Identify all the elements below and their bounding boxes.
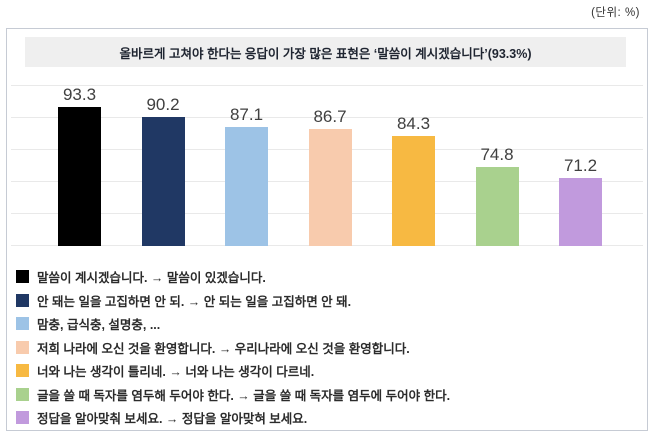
chart-title-bar: 올바르게 고쳐야 한다는 응답이 가장 많은 표현은 ‘말씀이 계시겠습니다’(… xyxy=(25,37,626,67)
legend-label: 말씀이 계시겠습니다. → 말씀이 있겠습니다. xyxy=(37,271,266,286)
legend-swatch xyxy=(16,340,29,354)
bar-chart-plot: 93.3 90.2 87.1 86.7 84.3 74.8 71.2 xyxy=(11,85,643,246)
legend-label: 글을 쓸 때 독자를 염두해 두어야 한다. → 글을 쓸 때 독자를 염두에 … xyxy=(37,388,451,403)
chart-legend: 말씀이 계시겠습니다. → 말씀이 있겠습니다. 안 돼는 일을 고집하면 안 되… xyxy=(16,265,637,430)
unit-label: (단위: %) xyxy=(591,7,640,19)
legend-label: 안 돼는 일을 고집하면 안 되. → 안 되는 일을 고집하면 안 돼. xyxy=(37,294,352,309)
chart-container: 올바르게 고쳐야 한다는 응답이 가장 많은 표현은 ‘말씀이 계시겠습니다’(… xyxy=(6,28,648,431)
legend-item: 저희 나라에 오신 것을 환영합니다. → 우리나라에 오신 것을 환영합니다. xyxy=(16,336,637,360)
legend-item: 글을 쓸 때 독자를 염두해 두어야 한다. → 글을 쓸 때 독자를 염두에 … xyxy=(16,383,637,407)
legend-label: 맘충, 급식충, 설명충, ... xyxy=(37,318,161,333)
legend-swatch xyxy=(16,387,29,401)
legend-item: 너와 나는 생각이 틀리네. → 너와 나는 생각이 다르네. xyxy=(16,359,637,383)
gridline xyxy=(11,85,643,86)
legend-label: 저희 나라에 오신 것을 환영합니다. → 우리나라에 오신 것을 환영합니다. xyxy=(37,341,410,356)
bar-column: 93.3 xyxy=(58,86,101,246)
bar-column: 86.7 xyxy=(308,86,352,246)
legend-swatch xyxy=(16,293,29,307)
chart-title: 올바르게 고쳐야 한다는 응답이 가장 많은 표현은 ‘말씀이 계시겠습니다’(… xyxy=(119,46,532,61)
legend-item: 안 돼는 일을 고집하면 안 되. → 안 되는 일을 고집하면 안 돼. xyxy=(16,289,637,313)
legend-swatch xyxy=(16,270,29,284)
bar-column: 84.3 xyxy=(392,86,435,246)
bar-value-label: 90.2 xyxy=(146,95,180,115)
bar xyxy=(58,107,101,246)
bars-row: 93.3 90.2 87.1 86.7 84.3 74.8 71.2 xyxy=(11,86,643,246)
bar xyxy=(308,128,352,246)
legend-item: 정답을 알아맞춰 보세요. → 정답을 알아맞혀 보세요. xyxy=(16,406,637,430)
bar xyxy=(475,166,519,246)
bar-column: 90.2 xyxy=(141,86,185,246)
legend-swatch xyxy=(16,364,29,378)
bar-value-label: 71.2 xyxy=(563,156,598,176)
bar xyxy=(141,117,185,246)
gridline xyxy=(11,117,643,118)
legend-swatch xyxy=(16,317,29,331)
bar-column: 87.1 xyxy=(225,86,268,246)
bar-value-label: 93.3 xyxy=(62,85,97,105)
bar-value-label: 84.3 xyxy=(396,114,431,134)
bar-value-label: 87.1 xyxy=(229,105,264,125)
legend-label: 너와 나는 생각이 틀리네. → 너와 나는 생각이 다르네. xyxy=(37,365,315,380)
bar xyxy=(559,178,602,246)
legend-item: 말씀이 계시겠습니다. → 말씀이 있겠습니다. xyxy=(16,265,637,289)
bar xyxy=(225,127,268,246)
bar-column: 71.2 xyxy=(559,86,602,246)
legend-swatch xyxy=(16,411,29,425)
bar-value-label: 74.8 xyxy=(480,144,514,164)
bar-column: 74.8 xyxy=(475,86,519,246)
legend-label: 정답을 알아맞춰 보세요. → 정답을 알아맞혀 보세요. xyxy=(37,412,308,427)
bar-value-label: 86.7 xyxy=(313,106,347,126)
bar xyxy=(392,136,435,246)
legend-item: 맘충, 급식충, 설명충, ... xyxy=(16,312,637,336)
